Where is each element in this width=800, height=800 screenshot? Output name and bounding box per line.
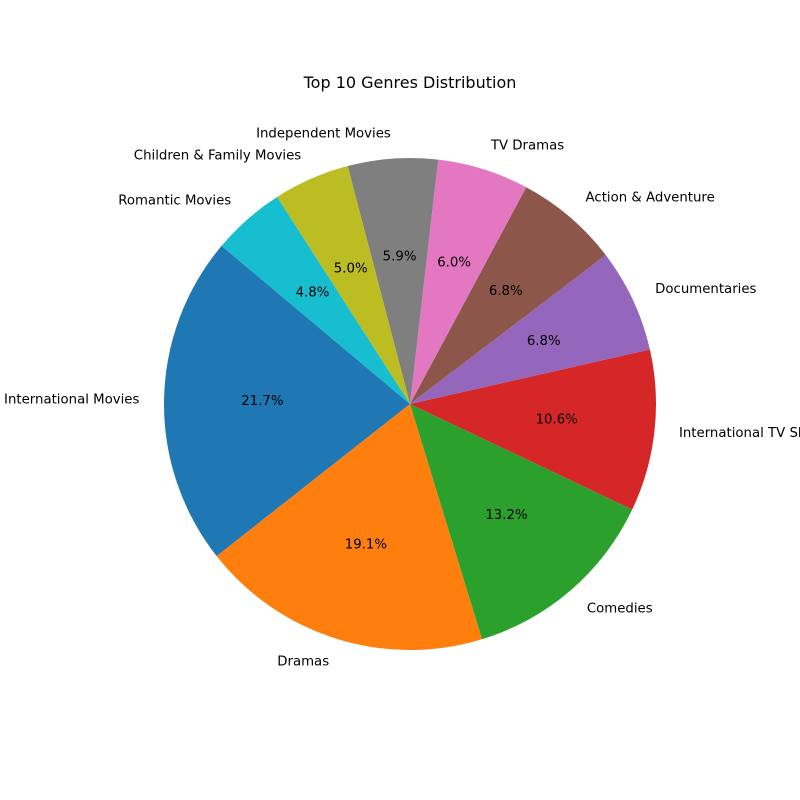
- percent-label-dramas: 19.1%: [345, 537, 387, 552]
- chart-title: Top 10 Genres Distribution: [303, 73, 517, 92]
- percent-label-documentaries: 6.8%: [527, 334, 561, 349]
- pie-slice-independent-movies: [347, 158, 439, 404]
- pie-slice-dramas: [216, 404, 483, 651]
- percent-label-independent-movies: 5.9%: [383, 249, 417, 264]
- slice-label-international-movies: International Movies: [4, 392, 139, 407]
- slice-label-documentaries: Documentaries: [655, 282, 756, 297]
- pie-slice-comedies: [410, 404, 633, 640]
- slice-label-action-and-adventure: Action & Adventure: [586, 191, 715, 206]
- slice-label-international-tv-shows: International TV Shows: [679, 426, 800, 441]
- pie-slice-tv-dramas: [410, 159, 527, 404]
- labels-layer: 21.7% International Movies 19.1% Dramas 13.2…: [4, 127, 800, 670]
- percent-label-children-and-family-movies: 5.0%: [334, 261, 368, 276]
- percent-label-comedies: 13.2%: [485, 508, 527, 523]
- pie-slice-documentaries: [410, 254, 650, 404]
- pie-slice-action-and-adventure: [410, 187, 606, 404]
- percent-label-international-tv-shows: 10.6%: [536, 413, 578, 428]
- slice-label-romantic-movies: Romantic Movies: [118, 193, 231, 208]
- slice-label-tv-dramas: TV Dramas: [490, 138, 564, 153]
- slices-layer: [163, 158, 656, 651]
- percent-label-international-movies: 21.7%: [241, 394, 283, 409]
- percent-label-action-and-adventure: 6.8%: [489, 284, 523, 299]
- pie-slice-international-movies: [163, 245, 410, 557]
- percent-label-tv-dramas: 6.0%: [437, 256, 471, 271]
- pie-slice-romantic-movies: [221, 196, 410, 404]
- percent-label-romantic-movies: 4.8%: [296, 286, 330, 301]
- slice-label-comedies: Comedies: [587, 601, 653, 616]
- slice-label-children-and-family-movies: Children & Family Movies: [134, 149, 302, 164]
- pie-slice-international-tv-shows: [410, 349, 656, 510]
- slice-label-independent-movies: Independent Movies: [256, 127, 391, 142]
- slice-label-dramas: Dramas: [277, 655, 329, 670]
- pie-slice-children-and-family-movies: [277, 166, 410, 404]
